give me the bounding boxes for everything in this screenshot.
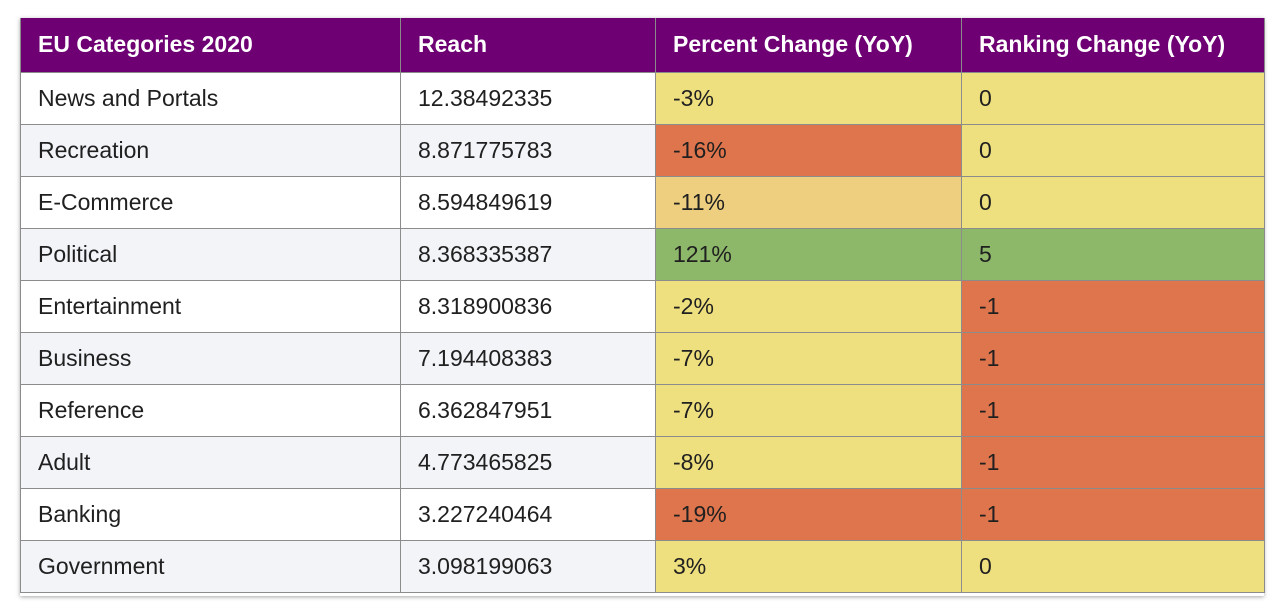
table-row: News and Portals 12.38492335 -3% 0 [20,71,1265,125]
cell-ranking-change: 0 [961,175,1265,229]
cell-ranking-change: 0 [961,71,1265,125]
cell-category: E-Commerce [20,175,401,229]
table-row: Recreation 8.871775783 -16% 0 [20,123,1265,177]
cell-category: Adult [20,435,401,489]
cell-reach: 8.368335387 [400,227,656,281]
eu-categories-table: EU Categories 2020 Reach Percent Change … [20,18,1265,593]
cell-ranking-change: 0 [961,123,1265,177]
cell-percent-change: -16% [655,123,962,177]
table-row: Business 7.194408383 -7% -1 [20,331,1265,385]
header-row: EU Categories 2020 Reach Percent Change … [20,18,1265,73]
cell-percent-change: -7% [655,331,962,385]
cell-reach: 12.38492335 [400,71,656,125]
table-body: News and Portals 12.38492335 -3% 0 Recreatio… [20,71,1265,593]
column-header-percent-change: Percent Change (YoY) [655,18,962,73]
table-row: Reference 6.362847951 -7% -1 [20,383,1265,437]
cell-reach: 7.194408383 [400,331,656,385]
table-row: Adult 4.773465825 -8% -1 [20,435,1265,489]
cell-ranking-change: 0 [961,539,1265,593]
cell-percent-change: 3% [655,539,962,593]
table-row: Entertainment 8.318900836 -2% -1 [20,279,1265,333]
cell-reach: 3.227240464 [400,487,656,541]
column-header-ranking-change: Ranking Change (YoY) [961,18,1265,73]
cell-category: Reference [20,383,401,437]
cell-reach: 8.871775783 [400,123,656,177]
cell-category: Banking [20,487,401,541]
column-header-category: EU Categories 2020 [20,18,401,73]
cell-percent-change: -3% [655,71,962,125]
table-row: Banking 3.227240464 -19% -1 [20,487,1265,541]
table-row: Political 8.368335387 121% 5 [20,227,1265,281]
cell-category: Recreation [20,123,401,177]
column-header-reach: Reach [400,18,656,73]
cell-percent-change: -2% [655,279,962,333]
cell-ranking-change: -1 [961,487,1265,541]
cell-percent-change: -8% [655,435,962,489]
cell-reach: 8.594849619 [400,175,656,229]
cell-reach: 3.098199063 [400,539,656,593]
table-container: EU Categories 2020 Reach Percent Change … [20,18,1265,596]
cell-category: News and Portals [20,71,401,125]
cell-percent-change: -19% [655,487,962,541]
table-row: Government 3.098199063 3% 0 [20,539,1265,593]
cell-percent-change: -11% [655,175,962,229]
cell-ranking-change: -1 [961,279,1265,333]
cell-ranking-change: -1 [961,331,1265,385]
cell-percent-change: 121% [655,227,962,281]
cell-category: Political [20,227,401,281]
cell-ranking-change: -1 [961,435,1265,489]
cell-category: Business [20,331,401,385]
cell-category: Entertainment [20,279,401,333]
cell-reach: 8.318900836 [400,279,656,333]
cell-category: Government [20,539,401,593]
table-row: E-Commerce 8.594849619 -11% 0 [20,175,1265,229]
cell-ranking-change: -1 [961,383,1265,437]
cell-reach: 6.362847951 [400,383,656,437]
cell-ranking-change: 5 [961,227,1265,281]
cell-percent-change: -7% [655,383,962,437]
cell-reach: 4.773465825 [400,435,656,489]
